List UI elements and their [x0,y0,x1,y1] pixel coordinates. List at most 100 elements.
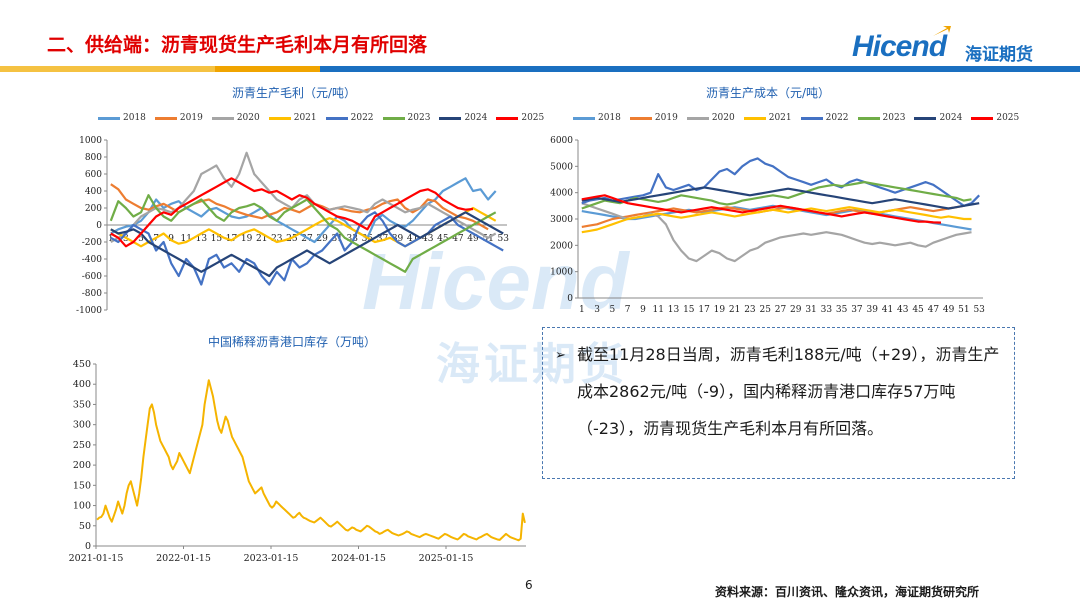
legend-item-2020: 2020 [211,113,260,123]
y-tick-label: -1000 [76,306,102,316]
legend-label: 2018 [123,113,146,123]
legend-swatch [857,116,880,120]
x-tick-label: 45 [912,305,924,315]
y-tick-label: -800 [82,289,102,299]
y-tick-label: 150 [73,480,91,491]
x-tick-label: 25 [286,234,298,244]
legend-swatch [629,116,652,120]
y-tick-label: 200 [73,460,91,471]
series-line-2024 [581,186,980,210]
legend-item-2023: 2023 [382,113,431,123]
legend-item-2020: 2020 [686,113,735,123]
y-tick-label: 450 [73,359,91,370]
y-tick-label: -600 [82,272,102,282]
legend-swatch [211,116,234,120]
series-line-2023 [109,194,497,273]
legend-label: 2020 [711,113,735,123]
page-title: 二、供给端：沥青现货生产毛利本月有所回落 [47,34,428,56]
x-tick-label: 37 [377,234,389,244]
series-line-2024 [110,211,504,278]
series-line-2022 [110,211,504,286]
legend-label: 2025 [521,113,545,123]
x-tick-label: 23 [744,305,756,315]
legend-label: 2022 [825,113,849,123]
x-tick-label: 47 [452,234,464,244]
x-tick-label: 33 [347,234,359,244]
legend-label: 2019 [654,113,678,123]
legend-label: 2025 [996,113,1020,123]
y-tick-label: 4000 [550,189,573,199]
chart-title-inventory: 中国稀释沥青港口库存（万吨） [208,335,377,349]
bullet-arrow-icon: ➢ [555,348,566,363]
page-number: 6 [525,578,533,592]
header-bar-yellow [0,66,215,72]
legend-swatch [154,116,177,120]
y-tick-label: 3000 [550,215,573,225]
x-tick-label: 19 [714,305,726,315]
legend-item-2018: 2018 [573,113,621,123]
legend-swatch [325,116,348,120]
x-tick-label: 23 [271,234,283,244]
x-tick-label: 51 [482,234,493,244]
y-tick-label: 6000 [550,136,573,146]
legend-label: 2020 [236,113,260,123]
series-line-2025 [110,177,474,248]
legend-swatch [496,116,519,120]
brand-logo: Hicend 海证期货 [852,26,1052,66]
x-tick-label: 41 [882,305,893,315]
y-tick-label: 5000 [550,162,573,172]
legend-margin: 2018 2019 2020 2021 2022 2023 2024 2025 [98,113,544,123]
legend-swatch [971,116,994,120]
x-tick-label: 27 [775,305,787,315]
logo-arrow-icon [933,26,951,36]
x-tick-label: 7 [625,305,631,315]
x-tick-label: 3 [594,305,600,315]
x-tick-label: 29 [316,234,328,244]
series-line-2019 [110,183,489,231]
legend-cost: 2018 2019 2020 2021 2022 2023 2024 2025 [573,113,1019,123]
y-tick-label: 50 [79,521,91,532]
x-tick-label: 43 [422,234,434,244]
chart-margin: 1000 800 600 400 200 0 -200 -400 -600 -800 -1000 1 3… [76,136,509,316]
legend-swatch [268,116,291,120]
summary-text: 截至11月28日当周，沥青毛利188元/吨（+29），沥青生产成本2862元/吨… [577,345,1000,438]
legend-label: 2023 [407,113,431,123]
x-tick-label: 2021-01-15 [69,553,124,564]
x-tick-label: 1 [579,305,585,315]
legend-item-2019: 2019 [629,113,678,123]
y-tick-label: 1000 [79,136,102,146]
y-tick-label: 300 [73,420,91,431]
source-note: 资料来源：百川资讯、隆众资讯，海证期货研究所 [715,585,980,599]
series-line-2018 [110,177,497,244]
x-tick-label: 49 [943,305,955,315]
legend-swatch [914,116,937,120]
logo-wordmark: Hicend [852,30,947,63]
x-tick-label: 2025-01-15 [419,553,474,564]
y-tick-label: -400 [82,255,102,265]
x-tick-label: 21 [256,234,267,244]
x-tick-label: 43 [897,305,909,315]
header-bar-gold [215,66,320,72]
legend-label: 2021 [768,113,792,123]
x-tick-label: 51 [958,305,969,315]
legend-item-2025: 2025 [971,113,1019,123]
x-tick-label: 49 [467,234,479,244]
legend-label: 2019 [179,113,203,123]
legend-swatch [573,116,595,120]
chart-title-cost: 沥青生产成本（元/吨） [706,86,831,100]
y-tick-label: 250 [73,440,91,451]
x-tick-label: 9 [640,305,646,315]
x-tick-label: 33 [821,305,833,315]
legend-item-2021: 2021 [743,113,792,123]
x-tick-label: 39 [392,234,404,244]
x-tick-label: 53 [973,305,985,315]
legend-swatch [98,116,120,120]
legend-swatch [686,116,709,120]
series-line-2023 [581,181,972,210]
legend-item-2022: 2022 [325,113,374,123]
x-tick-label: 5 [610,305,616,315]
x-tick-label: 17 [698,305,710,315]
series-line-2022 [581,157,980,207]
